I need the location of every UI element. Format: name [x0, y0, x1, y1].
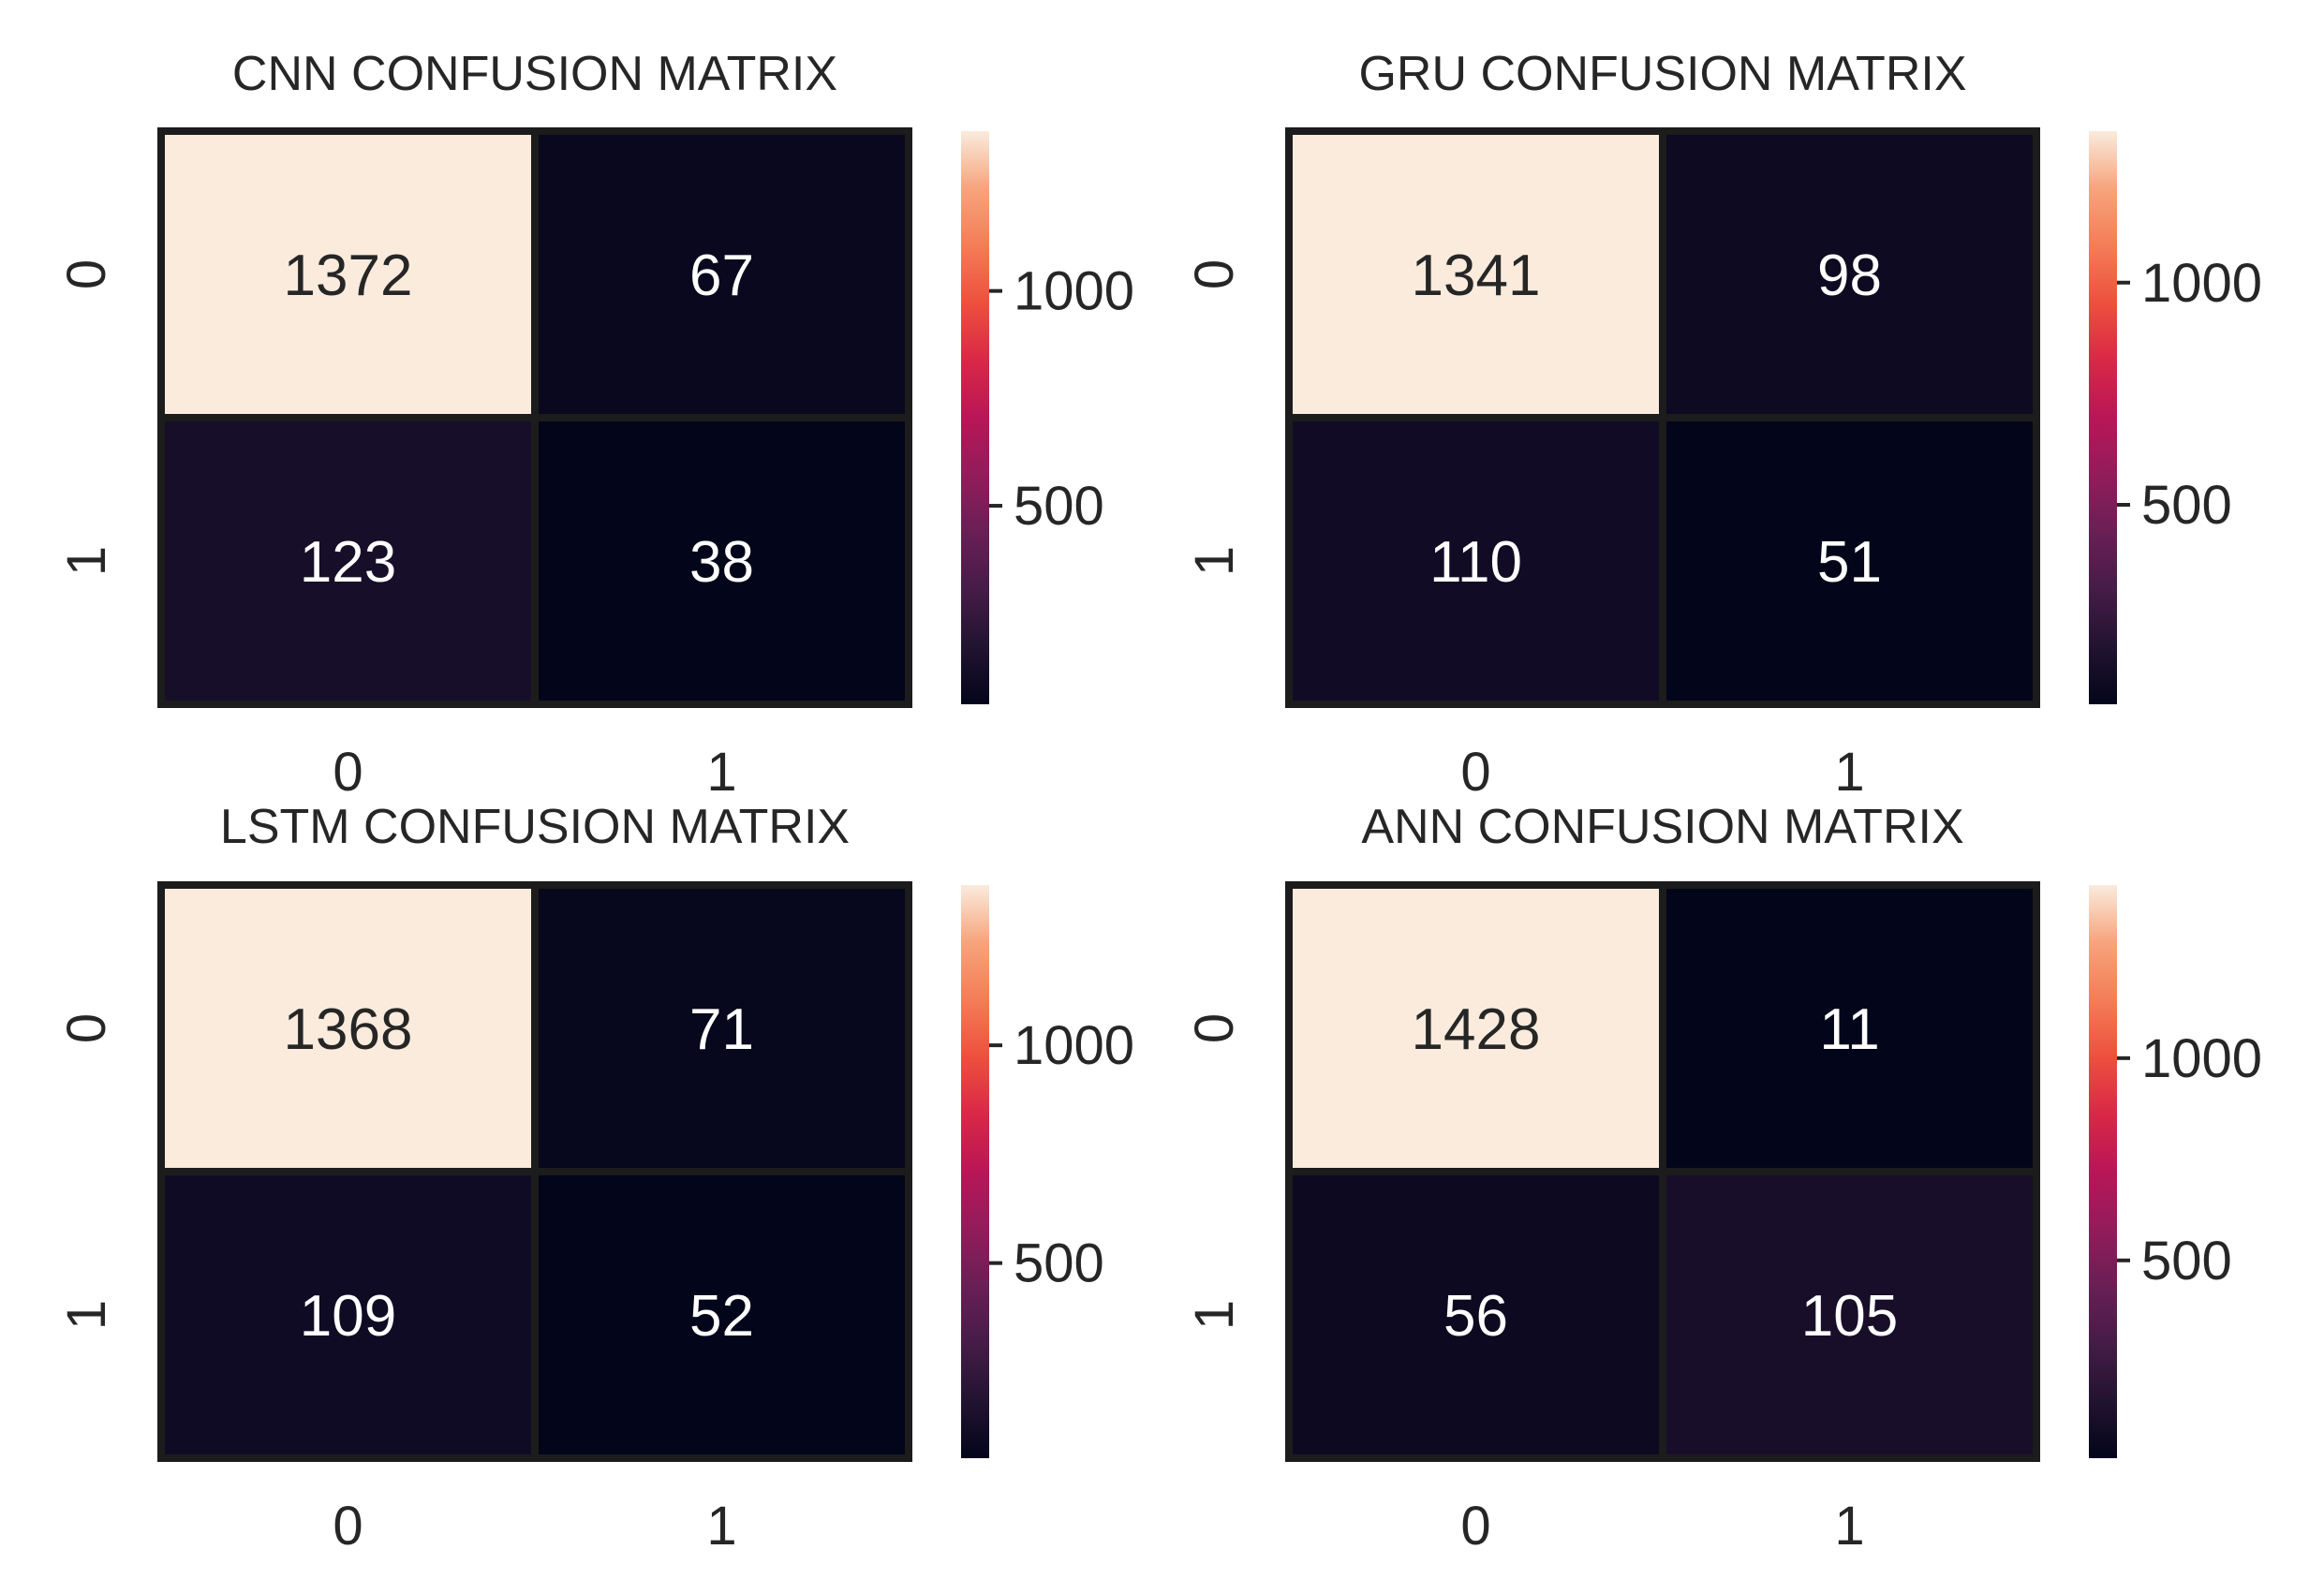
cell-value-label: 1372 — [284, 243, 413, 308]
colorbar-tick-label: 1000 — [1014, 1015, 1134, 1076]
chart-title: ANN CONFUSION MATRIX — [1361, 800, 1963, 854]
y-tick-label: 1 — [1184, 546, 1245, 576]
cell-value-label: 1368 — [284, 997, 413, 1062]
heatmap-cell-r0-c0 — [157, 881, 539, 1175]
chart-title: CNN CONFUSION MATRIX — [232, 47, 837, 101]
chart-title: LSTM CONFUSION MATRIX — [220, 800, 850, 854]
cell-value-label: 1428 — [1412, 997, 1541, 1062]
cell-value-label: 123 — [300, 530, 396, 595]
cell-value-label: 52 — [689, 1284, 754, 1349]
panel-gru: GRU CONFUSION MATRIX 1341 98 110 51 0 1 0 1 500 10… — [1184, 47, 2262, 803]
cell-value-label: 56 — [1443, 1284, 1508, 1349]
cell-value-label: 67 — [689, 243, 754, 308]
cell-value-label: 105 — [1801, 1284, 1898, 1349]
panel-ann: ANN CONFUSION MATRIX 1428 11 56 105 0 1 0 1 500 10… — [1184, 800, 2262, 1557]
colorbar — [2089, 131, 2117, 704]
colorbar-tick-label: 500 — [1014, 476, 1104, 537]
x-tick-label: 0 — [333, 1496, 363, 1557]
y-tick-label: 0 — [56, 1013, 117, 1043]
heatmap-cell-r0-c1 — [1659, 127, 2040, 421]
x-tick-label: 0 — [1460, 742, 1490, 803]
colorbar-tick-label: 500 — [2141, 475, 2232, 536]
heatmap-cell-r1-c0 — [1285, 414, 1666, 708]
heatmap-cell-r0-c1 — [531, 881, 912, 1175]
cell-value-label: 110 — [1429, 530, 1522, 595]
y-tick-label: 1 — [1184, 1300, 1245, 1330]
x-tick-label: 1 — [706, 1496, 736, 1557]
heatmap-cell-r0-c1 — [1659, 881, 2040, 1175]
cell-value-label: 51 — [1817, 530, 1882, 595]
colorbar — [961, 885, 989, 1458]
y-tick-label: 0 — [1184, 259, 1245, 289]
cell-value-label: 98 — [1817, 243, 1882, 308]
colorbar-tick-label: 500 — [1014, 1233, 1104, 1294]
colorbar — [961, 131, 989, 704]
y-tick-label: 0 — [1184, 1013, 1245, 1043]
colorbar-tick-label: 500 — [2141, 1231, 2232, 1291]
heatmap-cell-r1-c1 — [1659, 1168, 2040, 1462]
cell-value-label: 11 — [1819, 997, 1879, 1062]
x-tick-label: 1 — [1834, 1496, 1864, 1557]
cell-value-label: 1341 — [1412, 243, 1541, 308]
y-tick-label: 0 — [56, 259, 117, 289]
panel-lstm: LSTM CONFUSION MATRIX 1368 71 109 52 0 1 0 1 500 1… — [56, 800, 1134, 1557]
heatmap-cell-r1-c0 — [157, 1168, 539, 1462]
y-tick-label: 1 — [56, 1300, 117, 1330]
cell-value-label: 109 — [300, 1284, 396, 1349]
x-tick-label: 0 — [1460, 1496, 1490, 1557]
x-tick-label: 0 — [333, 742, 363, 803]
x-tick-label: 1 — [706, 742, 736, 803]
x-tick-label: 1 — [1834, 742, 1864, 803]
heatmap-cell-r1-c1 — [531, 414, 912, 708]
colorbar-tick-label: 1000 — [2141, 1028, 2262, 1089]
heatmap-cell-r1-c1 — [1659, 414, 2040, 708]
cell-value-label: 38 — [689, 530, 754, 595]
heatmap-cell-r0-c0 — [157, 127, 539, 421]
colorbar-tick-label: 1000 — [1014, 261, 1134, 322]
colorbar — [2089, 885, 2117, 1458]
heatmap-cell-r1-c1 — [531, 1168, 912, 1462]
cell-value-label: 71 — [689, 997, 754, 1062]
colorbar-tick-label: 1000 — [2141, 253, 2262, 314]
chart-title: GRU CONFUSION MATRIX — [1358, 47, 1966, 101]
y-tick-label: 1 — [56, 546, 117, 576]
panel-cnn: CNN CONFUSION MATRIX 1372 67 123 38 0 1 0 1 500 10… — [56, 47, 1134, 803]
heatmap-cell-r0-c0 — [1285, 881, 1666, 1175]
heatmap-cell-r1-c0 — [157, 414, 539, 708]
heatmap-cell-r0-c1 — [531, 127, 912, 421]
